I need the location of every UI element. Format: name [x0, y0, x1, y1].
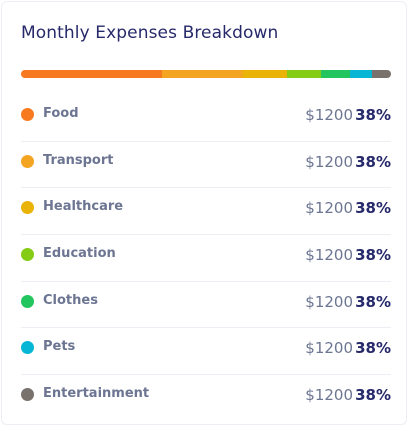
expense-percent: 38% — [355, 246, 391, 265]
expense-amount: $1200 — [305, 199, 353, 218]
expense-percent: 38% — [355, 386, 391, 405]
bar-segment-pets — [350, 70, 373, 78]
expense-row-transport: Transport $1200 38% — [21, 142, 391, 189]
expense-label: Transport — [43, 152, 114, 168]
expense-amount: $1200 — [305, 152, 353, 171]
bar-segment-entertainment — [372, 70, 391, 78]
expense-row-clothes: Clothes $1200 38% — [21, 282, 391, 329]
expense-label: Clothes — [43, 292, 98, 308]
expense-label: Food — [43, 106, 79, 121]
expense-percent: 38% — [355, 339, 391, 358]
food-color-dot — [21, 108, 34, 121]
expense-row-pets: Pets $1200 38% — [21, 328, 391, 376]
expense-label: Entertainment — [43, 386, 150, 402]
bar-segment-education — [287, 70, 321, 78]
expense-amount: $1200 — [305, 292, 353, 311]
healthcare-color-dot — [21, 201, 34, 215]
expense-amount: $1200 — [305, 386, 353, 405]
expense-row-entertainment: Entertainment $1200 38% — [21, 375, 391, 422]
expense-row-education: Education $1200 38% — [21, 235, 391, 282]
bar-segment-clothes — [320, 70, 351, 78]
expense-percent: 38% — [355, 152, 391, 171]
transport-color-dot — [21, 154, 34, 168]
expense-percent: 38% — [355, 106, 391, 124]
expense-row-food: Food $1200 38% — [21, 95, 391, 142]
pets-color-dot — [21, 341, 34, 355]
bar-segment-transport — [161, 70, 243, 78]
expenses-progress-bar — [21, 70, 391, 78]
expense-list: Food $1200 38% Transport $1200 38% Healt… — [21, 95, 391, 422]
expense-label: Education — [43, 246, 116, 262]
expense-row-healthcare: Healthcare $1200 38% — [21, 188, 391, 236]
entertainment-color-dot — [21, 388, 34, 402]
expense-label: Healthcare — [43, 199, 124, 215]
expense-amount: $1200 — [305, 246, 353, 265]
clothes-color-dot — [21, 294, 34, 308]
expense-amount: $1200 — [305, 106, 353, 124]
expense-percent: 38% — [355, 199, 391, 218]
expense-amount: $1200 — [305, 339, 353, 358]
card-title: Monthly Expenses Breakdown — [21, 23, 279, 43]
expense-percent: 38% — [355, 292, 391, 311]
bar-segment-healthcare — [242, 70, 288, 78]
education-color-dot — [21, 248, 34, 262]
expense-label: Pets — [43, 339, 76, 355]
bar-segment-food — [21, 70, 162, 78]
